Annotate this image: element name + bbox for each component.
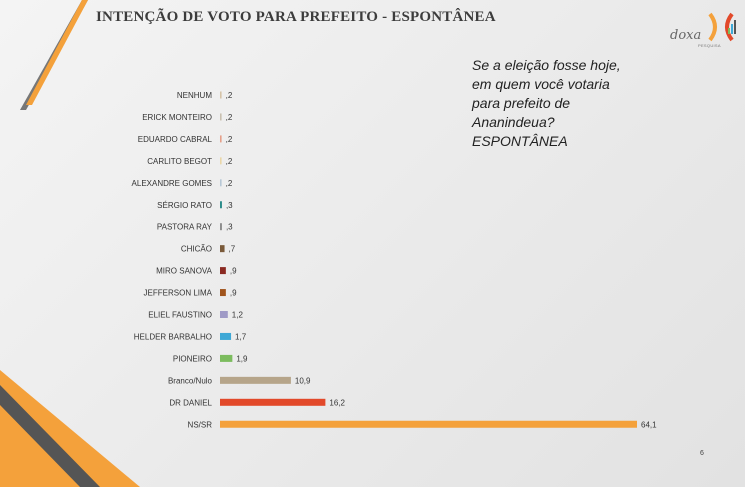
- bar: [220, 245, 225, 253]
- value-label: ,9: [230, 289, 237, 298]
- value-label: 64,1: [641, 420, 657, 429]
- category-label: Branco/Nulo: [168, 376, 213, 385]
- category-label: CHICÃO: [181, 245, 212, 254]
- category-label: HELDER BARBALHO: [134, 332, 212, 341]
- logo-subtitle: PESQUISA: [698, 43, 721, 48]
- category-label: DR DANIEL: [169, 398, 212, 407]
- value-label: ,2: [226, 179, 233, 188]
- category-label: ELIEL FAUSTINO: [148, 311, 212, 320]
- value-label: ,2: [226, 113, 233, 122]
- logo-mark-icon: [708, 12, 736, 42]
- bar: [220, 289, 226, 297]
- doxa-logo: doxa PESQUISA: [670, 10, 740, 50]
- question-line-5: ESPONTÂNEA: [472, 133, 568, 149]
- question-line-1: Se a eleição fosse hoje,: [472, 57, 621, 73]
- value-label: ,3: [226, 223, 233, 232]
- question-line-4: Ananindeua?: [472, 114, 555, 130]
- question-text: Se a eleição fosse hoje, em quem você vo…: [472, 56, 732, 151]
- bar: [220, 91, 222, 99]
- value-label: 1,2: [232, 311, 244, 320]
- category-label: ERICK MONTEIRO: [142, 113, 212, 122]
- category-label: NS/SR: [188, 420, 213, 429]
- category-label: ALEXANDRE GOMES: [132, 179, 212, 188]
- bar: [220, 179, 222, 187]
- value-label: ,3: [226, 201, 233, 210]
- bar: [220, 311, 228, 318]
- bar: [220, 135, 222, 143]
- bar: [220, 201, 222, 209]
- category-label: JEFFERSON LIMA: [144, 289, 213, 298]
- value-label: ,2: [226, 157, 233, 166]
- value-label: ,7: [229, 245, 236, 254]
- value-label: ,2: [226, 135, 233, 144]
- bar: [220, 376, 291, 384]
- value-label: 16,2: [329, 398, 345, 407]
- value-label: ,9: [230, 267, 237, 276]
- category-label: EDUARDO CABRAL: [138, 135, 213, 144]
- category-label: CARLITO BEGOT: [147, 157, 212, 166]
- bar: [220, 113, 222, 121]
- bar: [220, 267, 226, 275]
- category-label: PASTORA RAY: [157, 223, 213, 232]
- value-label: 1,9: [236, 354, 248, 363]
- bar: [220, 354, 233, 362]
- value-label: 10,9: [295, 376, 311, 385]
- category-label: NENHUM: [177, 91, 212, 100]
- bar: [220, 223, 222, 231]
- logo-word: doxa: [670, 28, 702, 43]
- page-number: 6: [700, 450, 704, 457]
- bar: [220, 332, 232, 340]
- value-label: ,2: [226, 91, 233, 100]
- bar: [220, 157, 222, 165]
- category-label: PIONEIRO: [173, 354, 212, 363]
- category-label: SÉRGIO RATO: [157, 201, 212, 210]
- slide-title: INTENÇÃO DE VOTO PARA PREFEITO - ESPONTÂ…: [96, 9, 496, 25]
- question-line-3: para prefeito de: [472, 95, 571, 111]
- bar: [220, 420, 637, 428]
- question-line-2: em quem você votaria: [472, 76, 610, 92]
- bar: [220, 398, 326, 406]
- category-label: MIRO SANOVA: [156, 267, 213, 276]
- value-label: 1,7: [235, 332, 247, 341]
